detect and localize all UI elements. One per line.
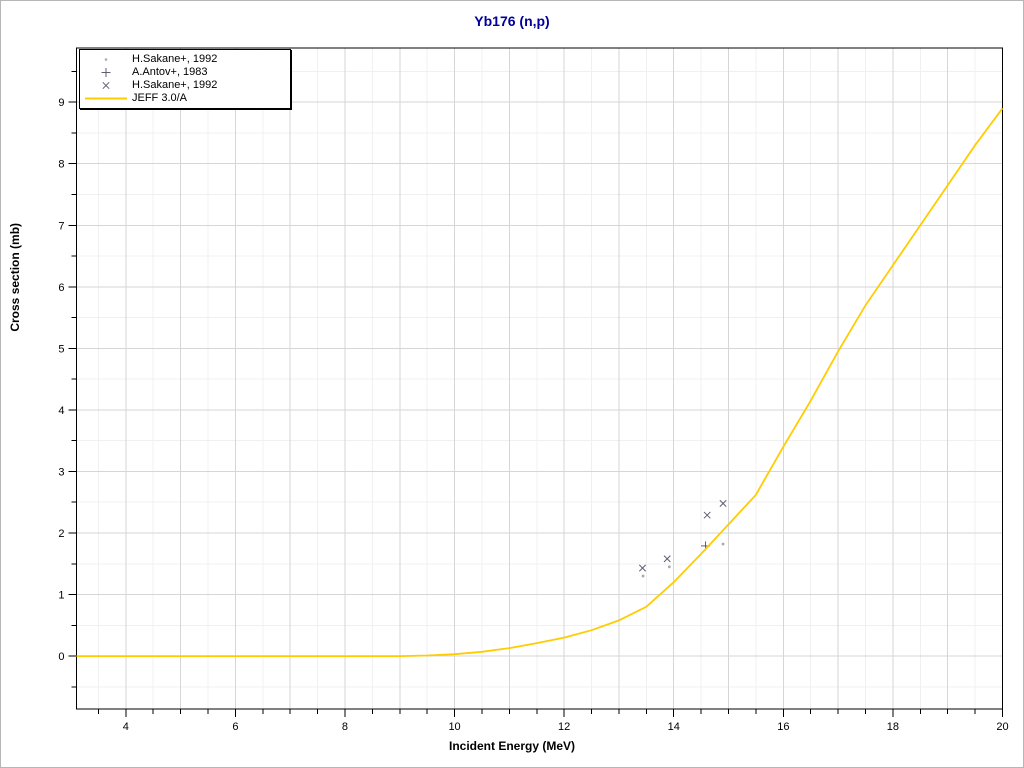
legend-item-label: A.Antov+, 1983 [132,66,208,78]
y-tick-label: 1 [58,590,64,602]
series-scatter-0 [641,542,725,578]
legend-item: A.Antov+, 1983 [80,66,290,79]
gridlines-minor [76,48,1003,709]
legend-item-label: H.Sakane+, 1992 [132,53,218,65]
x-tick-label: 8 [342,721,348,733]
legend: H.Sakane+, 1992 A.Antov+, 1983 H.Sakane+, … [79,49,291,109]
y-tick-label: 3 [58,466,64,478]
series-scatter-2 [638,499,727,572]
y-tick-label: 9 [58,97,64,109]
y-axis-title: Cross section (mb) [8,222,22,332]
x-tick-label: 10 [448,721,460,733]
plus-marker-icon [80,66,132,79]
x-marker-icon [80,79,132,92]
legend-item-label: H.Sakane+, 1992 [132,79,218,91]
legend-item: H.Sakane+, 1992 [80,53,290,66]
plot-frame [75,47,1004,710]
dot-marker-icon [80,53,132,66]
evaluated-curve [76,107,1004,657]
series-curve-3 [76,107,1004,657]
x-tick-label: 12 [558,721,570,733]
line-marker-icon [80,92,132,105]
y-tick-label: 2 [58,528,64,540]
legend-item-label: JEFF 3.0/A [132,92,188,104]
y-tick-label: 0 [58,651,64,663]
page-title: Yb176 (n,p) [474,13,550,29]
x-axis-title: Incident Energy (MeV) [448,739,576,753]
x-tick-label: 16 [777,721,789,733]
x-tick-label: 6 [232,721,238,733]
gridlines-major [76,48,1003,709]
legend-item: H.Sakane+, 1992 [80,79,290,92]
y-tick-label: 5 [58,343,64,355]
y-tick-label: 6 [58,282,64,294]
x-tick-label: 4 [123,721,129,733]
legend-item: JEFF 3.0/A [80,92,290,105]
x-tick-label: 18 [887,721,899,733]
x-tick-label: 14 [668,721,680,733]
y-tick-label: 8 [58,159,64,171]
x-tick-label: 20 [996,721,1008,733]
y-tick-label: 4 [58,405,64,417]
y-tick-label: 7 [58,220,64,232]
axis-ticks [68,70,1003,717]
